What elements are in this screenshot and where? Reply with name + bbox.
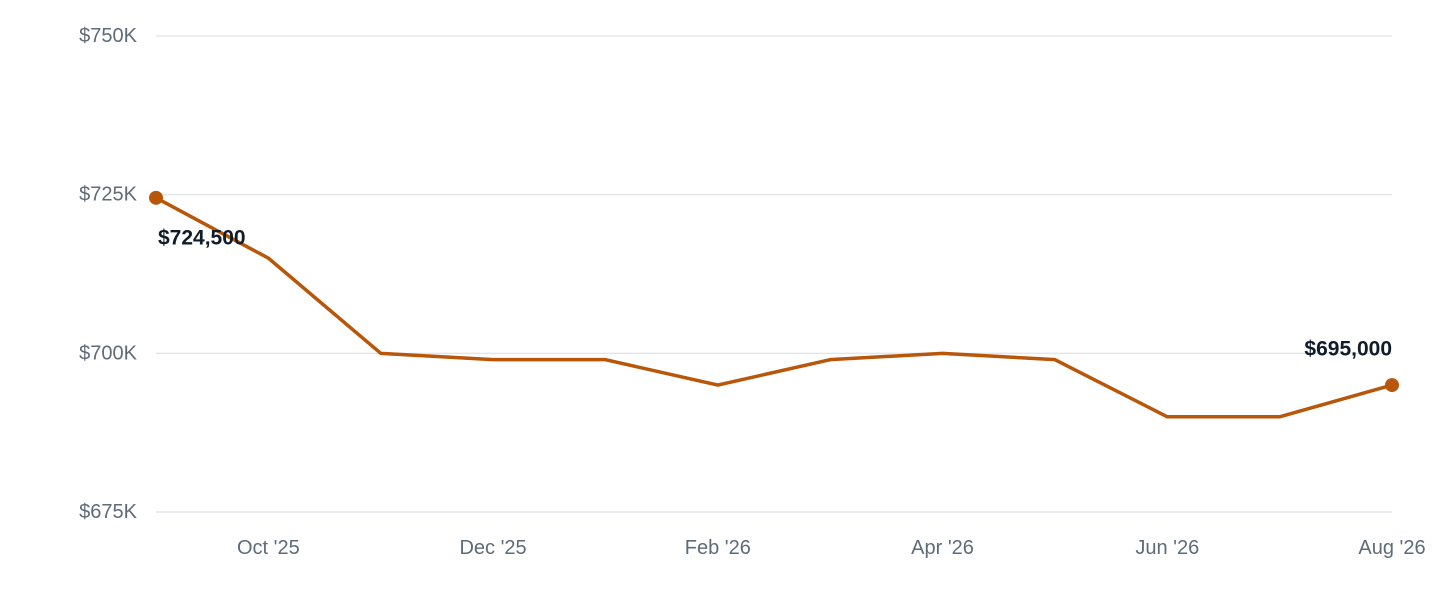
data-label: $724,500 xyxy=(158,226,246,249)
x-tick-label: Oct '25 xyxy=(237,537,300,559)
series-line xyxy=(154,196,1394,419)
data-point xyxy=(1385,378,1399,393)
data-label: $695,000 xyxy=(1304,338,1392,361)
y-tick-label: $725K xyxy=(79,184,137,206)
x-tick-label: Aug '26 xyxy=(1358,537,1425,559)
y-tick-label: $675K xyxy=(79,501,137,523)
x-tick-label: Apr '26 xyxy=(911,537,974,559)
data-point xyxy=(149,190,163,205)
x-tick-label: Dec '25 xyxy=(459,537,526,559)
y-tick-label: $750K xyxy=(79,25,137,47)
y-tick-label: $700K xyxy=(79,342,137,364)
x-tick-label: Jun '26 xyxy=(1135,537,1199,559)
x-tick-label: Feb '26 xyxy=(685,537,751,559)
